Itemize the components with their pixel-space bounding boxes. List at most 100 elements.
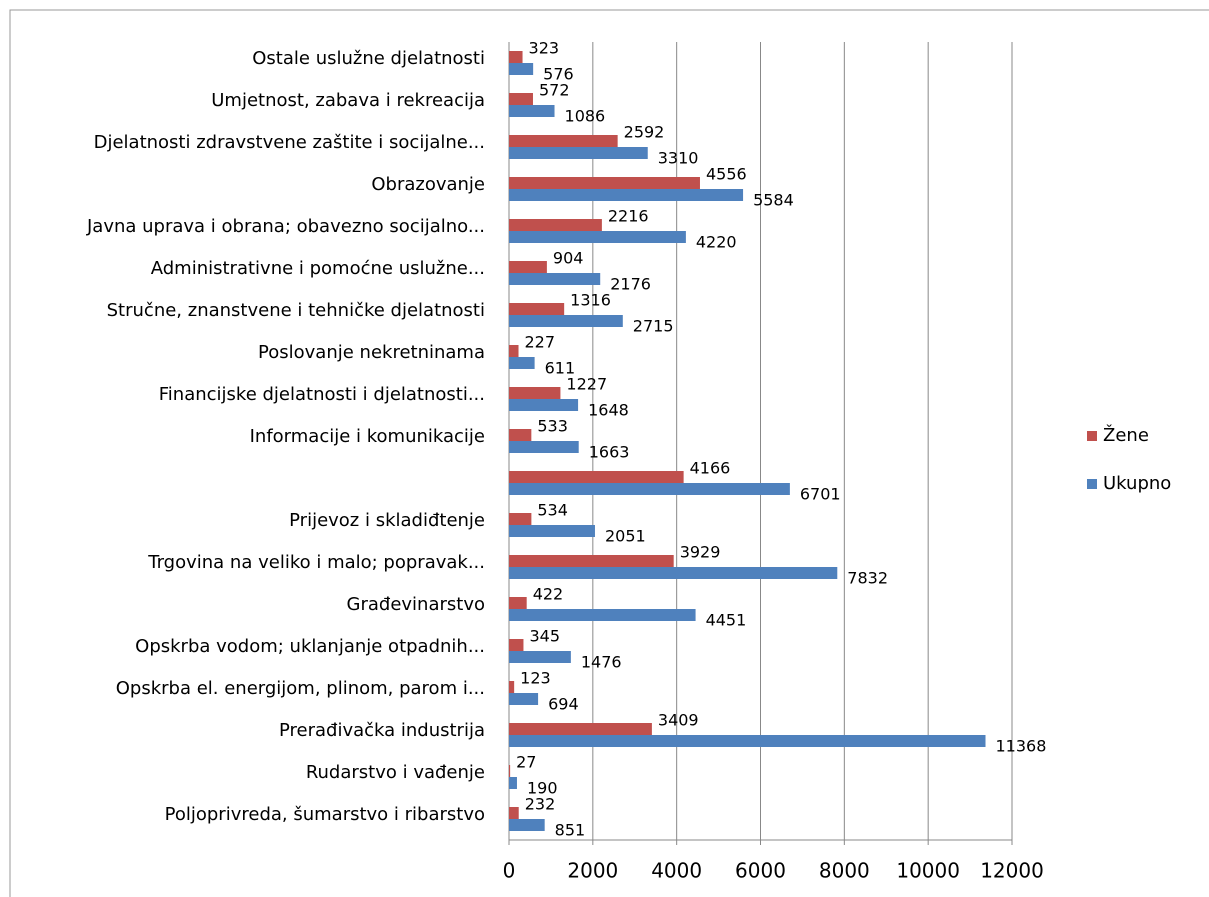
y-tick-label: Rudarstvo i vađenje xyxy=(306,762,485,783)
bar xyxy=(509,189,744,201)
y-tick-label: Stručne, znanstvene i tehničke djelatnos… xyxy=(107,300,485,321)
y-tick-label: Opskrba vodom; uklanjanje otpadnih... xyxy=(135,636,485,657)
y-tick-label: Financijske djelatnosti i djelatnosti... xyxy=(159,384,485,405)
bar xyxy=(509,525,595,537)
bar xyxy=(509,483,790,495)
bar xyxy=(509,819,545,831)
y-tick-label: Poslovanje nekretninama xyxy=(258,342,485,363)
value-label: 904 xyxy=(553,249,584,268)
value-label: 2051 xyxy=(605,527,646,546)
bar xyxy=(509,399,579,411)
x-tick-label: 0 xyxy=(503,859,516,883)
y-tick-label: Prijevoz i skladiđtenje xyxy=(289,510,485,531)
value-label: 576 xyxy=(543,65,574,84)
value-label: 533 xyxy=(537,417,568,436)
value-label: 190 xyxy=(527,779,558,798)
value-label: 3409 xyxy=(658,711,699,730)
value-label: 422 xyxy=(533,585,564,604)
bar xyxy=(509,555,674,567)
bar xyxy=(509,315,623,327)
value-label: 4451 xyxy=(706,611,747,630)
bar xyxy=(509,105,555,117)
bar xyxy=(509,429,532,441)
value-label: 11368 xyxy=(996,737,1047,756)
frame xyxy=(9,9,1209,897)
bar xyxy=(509,63,534,75)
x-tick-label: 10000 xyxy=(896,859,960,883)
bar xyxy=(509,681,515,693)
bar xyxy=(509,597,527,609)
y-tick-label: Umjetnost, zabava i rekreacija xyxy=(211,90,485,111)
value-label: 1227 xyxy=(566,375,607,394)
y-tick-label: Poljoprivreda, šumarstvo i ribarstvo xyxy=(165,804,485,825)
x-tick-label: 2000 xyxy=(567,859,618,883)
y-tick-label: Obrazovanje xyxy=(371,174,485,195)
value-label: 1476 xyxy=(581,653,622,672)
bar xyxy=(509,567,838,579)
x-tick-label: 8000 xyxy=(819,859,870,883)
bar xyxy=(509,147,648,159)
bar xyxy=(509,723,652,735)
bar xyxy=(509,177,700,189)
bar xyxy=(509,765,511,777)
y-tick-label: Trgovina na veliko i malo; popravak... xyxy=(147,552,485,573)
bar xyxy=(509,807,519,819)
legend-swatch xyxy=(1087,479,1097,489)
legend-swatch xyxy=(1087,431,1097,441)
value-label: 345 xyxy=(529,627,560,646)
value-label: 2176 xyxy=(610,275,651,294)
y-tick-label: Prerađivačka industrija xyxy=(279,720,485,741)
x-tick-label: 6000 xyxy=(735,859,786,883)
value-label: 7832 xyxy=(847,569,888,588)
x-tick-label: 4000 xyxy=(651,859,702,883)
value-label: 27 xyxy=(516,753,536,772)
bar xyxy=(509,345,519,357)
value-label: 3310 xyxy=(658,149,699,168)
bar xyxy=(509,231,686,243)
value-label: 3929 xyxy=(680,543,721,562)
value-label: 6701 xyxy=(800,485,841,504)
bar xyxy=(509,261,547,273)
bar xyxy=(509,651,571,663)
y-tick-label: Djelatnosti zdravstvene zaštite i socija… xyxy=(94,132,485,153)
bar xyxy=(509,441,579,453)
value-label: 4166 xyxy=(690,459,731,478)
bar xyxy=(509,219,602,231)
value-label: 694 xyxy=(548,695,579,714)
bar xyxy=(509,273,601,285)
value-label: 1316 xyxy=(570,291,611,310)
y-tick-label: Javna uprava i obrana; obavezno socijaln… xyxy=(86,216,485,237)
value-label: 1663 xyxy=(589,443,630,462)
value-label: 611 xyxy=(545,359,576,378)
y-tick-label: Informacije i komunikacije xyxy=(250,426,485,447)
bar xyxy=(509,693,539,705)
value-label: 2592 xyxy=(624,123,665,142)
bar xyxy=(509,471,684,483)
value-label: 232 xyxy=(525,795,556,814)
y-tick-label: Građevinarstvo xyxy=(347,594,485,615)
bar xyxy=(509,93,533,105)
value-label: 572 xyxy=(539,81,570,100)
value-label: 5584 xyxy=(753,191,794,210)
value-label: 1648 xyxy=(588,401,629,420)
value-label: 2715 xyxy=(633,317,674,336)
legend-label: Žene xyxy=(1103,424,1149,446)
bar xyxy=(509,303,565,315)
value-label: 2216 xyxy=(608,207,649,226)
bar xyxy=(509,609,696,621)
value-label: 4220 xyxy=(696,233,737,252)
legend-label: Ukupno xyxy=(1103,473,1171,494)
bar xyxy=(509,513,532,525)
value-label: 851 xyxy=(555,821,586,840)
y-tick-label: Ostale uslužne djelatnosti xyxy=(252,48,485,69)
bar xyxy=(509,135,618,147)
value-label: 323 xyxy=(529,39,560,58)
y-tick-label: Opskrba el. energijom, plinom, parom i..… xyxy=(116,678,485,699)
value-label: 227 xyxy=(525,333,556,352)
value-label: 1086 xyxy=(565,107,606,126)
value-label: 534 xyxy=(537,501,568,520)
bar xyxy=(509,735,986,747)
bar xyxy=(509,639,524,651)
value-label: 123 xyxy=(520,669,551,688)
